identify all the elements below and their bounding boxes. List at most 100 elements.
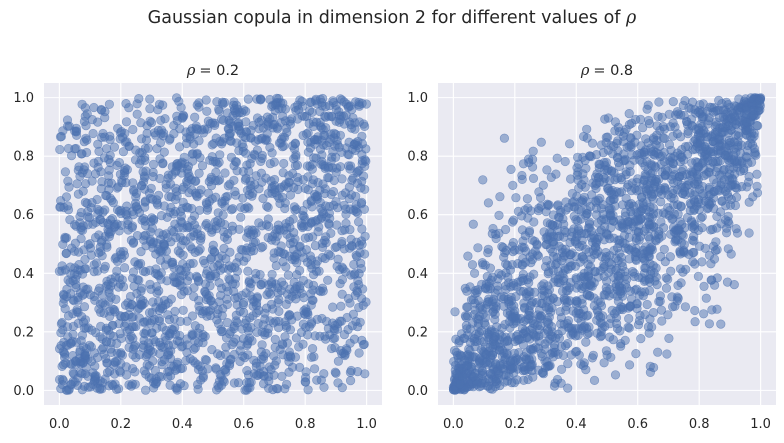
scatter-point [119, 263, 130, 273]
scatter-point [125, 291, 136, 302]
y-tick-label: 0.0 [13, 384, 34, 399]
scatter-point [518, 253, 528, 264]
scatter-point [449, 385, 459, 395]
scatter-point [63, 176, 73, 186]
scatter-point [63, 311, 74, 321]
panel-title-value: = 0.2 [199, 63, 239, 79]
scatter-point [279, 158, 289, 169]
scatter-point [86, 356, 97, 367]
scatter-point [573, 330, 583, 340]
scatter-point [328, 187, 339, 197]
scatter-point [644, 220, 654, 230]
scatter-point [232, 110, 242, 120]
scatter-point [205, 271, 215, 281]
scatter-point [681, 264, 691, 275]
scatter-point [61, 248, 72, 258]
scatter-point [284, 367, 294, 377]
scatter-point [221, 342, 231, 352]
scatter-point [622, 142, 632, 152]
scatter-point [631, 349, 641, 359]
scatter-point [643, 232, 654, 242]
scatter-point [64, 385, 74, 395]
scatter-point [144, 361, 154, 371]
scatter-point [689, 190, 699, 200]
scatter-point [673, 109, 684, 119]
scatter-point [488, 336, 498, 347]
scatter-point [641, 184, 651, 194]
scatter-point [662, 349, 672, 359]
scatter-point [673, 280, 683, 291]
scatter-point [500, 319, 510, 330]
scatter-point [55, 132, 66, 142]
scatter-point [648, 135, 659, 145]
panel-title: ρ = 0.8 [580, 63, 633, 79]
scatter-point [127, 322, 137, 332]
scatter-point [158, 303, 168, 314]
scatter-point [147, 328, 157, 338]
scatter-point [717, 196, 727, 206]
scatter-point [536, 348, 547, 359]
scatter-point [121, 370, 132, 380]
scatter-point [141, 385, 151, 395]
scatter-point [145, 104, 155, 114]
scatter-point [499, 133, 510, 143]
scatter-point [308, 344, 318, 354]
scatter-point [484, 278, 494, 288]
scatter-point [307, 107, 317, 117]
scatter-point [239, 131, 249, 141]
scatter-point [553, 212, 564, 222]
scatter-point [666, 266, 676, 276]
x-tick-label: 0.4 [566, 417, 587, 432]
scatter-point [173, 357, 183, 367]
scatter-point [337, 95, 347, 105]
scatter-point [63, 201, 73, 211]
scatter-point [689, 221, 699, 231]
scatter-point [648, 362, 659, 373]
scatter-point [100, 205, 110, 215]
scatter-point [582, 329, 593, 339]
scatter-point [194, 168, 204, 178]
scatter-point [351, 316, 361, 327]
scatter-point [331, 197, 341, 207]
scatter-point [342, 345, 352, 356]
scatter-point [246, 377, 256, 387]
scatter-point [301, 367, 311, 377]
scatter-point [247, 225, 257, 235]
scatter-point [346, 161, 356, 171]
scatter-point [640, 287, 650, 297]
scatter-point [626, 186, 637, 196]
scatter-point [231, 100, 242, 110]
scatter-point [547, 303, 557, 313]
scatter-point [539, 279, 549, 289]
scatter-point [661, 273, 671, 283]
scatter-point [328, 302, 338, 312]
scatter-point [141, 220, 151, 231]
scatter-point [555, 307, 565, 317]
scatter-point [248, 188, 258, 198]
scatter-point [595, 312, 606, 322]
scatter-point [287, 315, 297, 325]
scatter-point [291, 333, 302, 343]
y-tick-label: 0.4 [407, 267, 428, 282]
scatter-point [351, 250, 361, 260]
scatter-point [309, 352, 319, 362]
scatter-point [76, 234, 86, 244]
scatter-point [175, 124, 185, 134]
scatter-point [130, 340, 140, 350]
scatter-point [506, 164, 516, 174]
scatter-point [214, 157, 224, 167]
scatter-point [188, 149, 198, 159]
scatter-point [242, 202, 252, 212]
scatter-point [330, 333, 340, 343]
scatter-point [594, 163, 604, 173]
scatter-panel-rho-0.2: ρ = 0.2 0.0 0.2 0.4 0.6 0.8 1.0 0.0 0.2 0.4 0.6 0.8 1… [13, 63, 382, 432]
scatter-point [563, 359, 573, 369]
scatter-point [229, 337, 239, 347]
scatter-point [71, 356, 81, 367]
scatter-point [148, 243, 158, 253]
scatter-point [83, 371, 93, 381]
scatter-point [268, 385, 278, 395]
scatter-point [356, 264, 366, 274]
scatter-point [219, 377, 229, 387]
scatter-point [120, 312, 130, 322]
